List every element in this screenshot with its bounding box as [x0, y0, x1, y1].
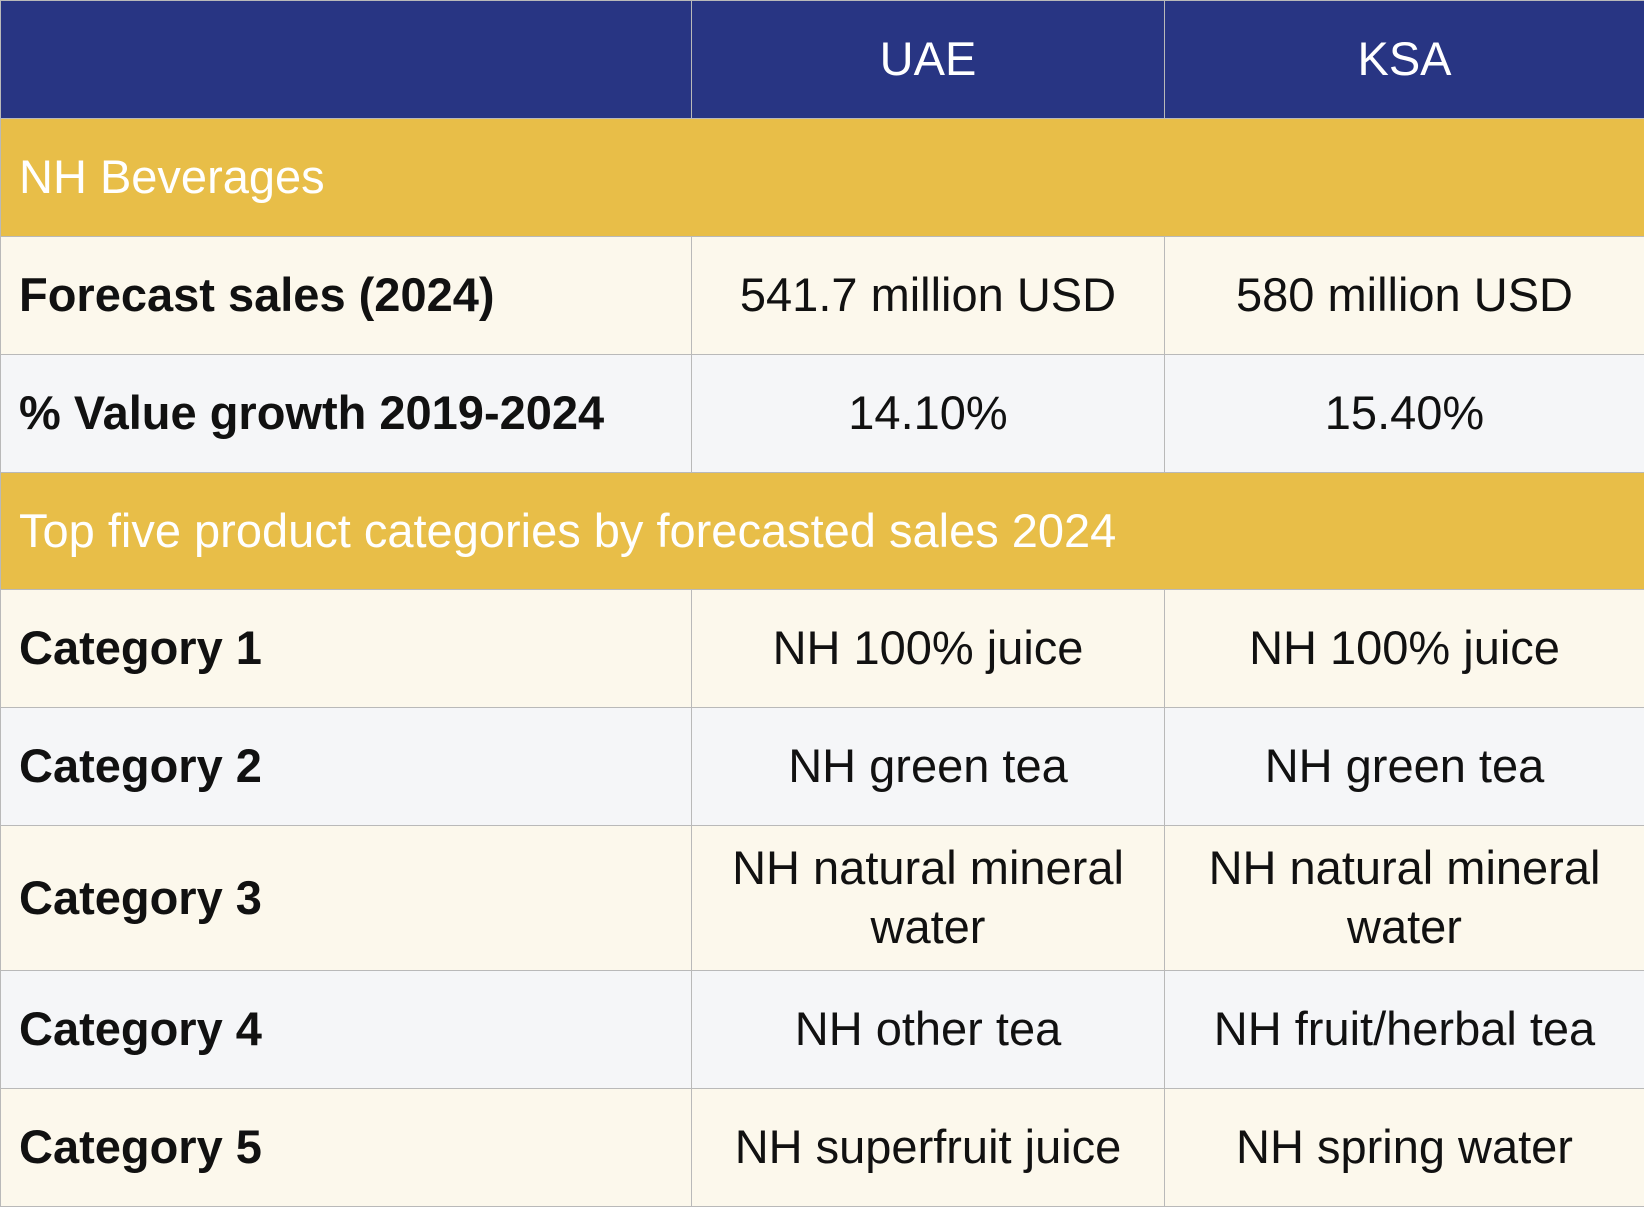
table-row-category-2: Category 2 NH green tea NH green tea [0, 707, 1644, 827]
section-row-categories: Top five product categories by forecaste… [0, 471, 1644, 591]
row-label-category-5: Category 5 [0, 1088, 692, 1207]
row-label-value-growth: % Value growth 2019-2024 [0, 353, 692, 473]
section-title-categories: Top five product categories by forecaste… [0, 471, 1644, 591]
row-label-category-2: Category 2 [0, 707, 692, 827]
table-row-category-4: Category 4 NH other tea NH fruit/herbal … [0, 970, 1644, 1090]
header-blank-cell [0, 0, 692, 119]
row-label-category-1: Category 1 [0, 589, 692, 709]
table-row-value-growth: % Value growth 2019-2024 14.10% 15.40% [0, 353, 1644, 473]
cell-uae-category-4: NH other tea [691, 970, 1165, 1090]
cell-ksa-value-growth: 15.40% [1164, 353, 1644, 473]
cell-uae-category-1: NH 100% juice [691, 589, 1165, 709]
table-row-category-5: Category 5 NH superfruit juice NH spring… [0, 1088, 1644, 1207]
header-ksa: KSA [1164, 0, 1644, 119]
cell-ksa-category-3: NH natural mineral water [1164, 825, 1644, 972]
cell-ksa-forecast-sales: 580 million USD [1164, 235, 1644, 355]
section-row-beverages: NH Beverages [0, 117, 1644, 237]
cell-ksa-category-4: NH fruit/herbal tea [1164, 970, 1644, 1090]
cell-ksa-category-2: NH green tea [1164, 707, 1644, 827]
cell-uae-category-2: NH green tea [691, 707, 1165, 827]
cell-uae-forecast-sales: 541.7 million USD [691, 235, 1165, 355]
cell-uae-category-3: NH natural mineral water [691, 825, 1165, 972]
table-header-row: UAE KSA [0, 0, 1644, 119]
cell-ksa-category-1: NH 100% juice [1164, 589, 1644, 709]
table-row-category-3: Category 3 NH natural mineral water NH n… [0, 825, 1644, 972]
row-label-category-4: Category 4 [0, 970, 692, 1090]
row-label-forecast-sales: Forecast sales (2024) [0, 235, 692, 355]
cell-uae-category-5: NH superfruit juice [691, 1088, 1165, 1207]
table-row-category-1: Category 1 NH 100% juice NH 100% juice [0, 589, 1644, 709]
section-title-beverages: NH Beverages [0, 117, 1644, 237]
header-uae: UAE [691, 0, 1165, 119]
cell-ksa-category-5: NH spring water [1164, 1088, 1644, 1207]
row-label-category-3: Category 3 [0, 825, 692, 972]
table-row-forecast-sales: Forecast sales (2024) 541.7 million USD … [0, 235, 1644, 355]
cell-uae-value-growth: 14.10% [691, 353, 1165, 473]
